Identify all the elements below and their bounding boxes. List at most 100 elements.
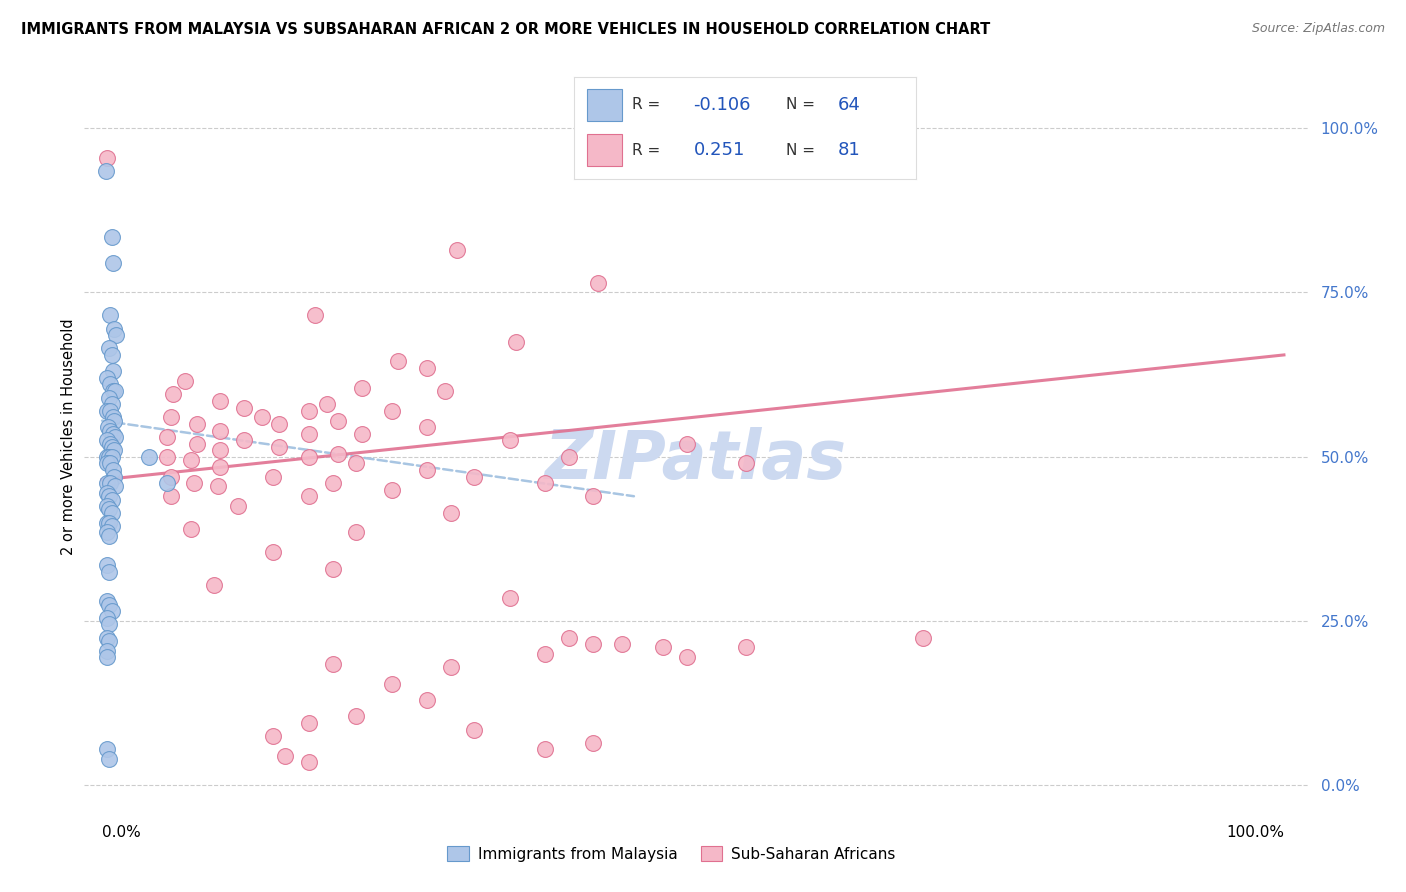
Point	[159, 469, 181, 483]
Point	[96, 456, 118, 470]
Point	[381, 676, 404, 690]
Point	[610, 637, 633, 651]
Point	[103, 469, 125, 483]
Point	[232, 401, 254, 415]
Point	[262, 469, 284, 483]
Point	[100, 506, 122, 520]
Point	[735, 456, 758, 470]
Point	[96, 650, 118, 665]
Point	[499, 591, 522, 606]
Point	[352, 381, 374, 395]
Point	[274, 748, 297, 763]
Point	[96, 434, 118, 448]
Point	[298, 426, 321, 441]
Point	[180, 522, 202, 536]
Point	[269, 440, 291, 454]
Point	[298, 450, 321, 464]
Point	[463, 723, 485, 737]
Point	[104, 479, 127, 493]
Point	[173, 374, 195, 388]
Point	[96, 404, 118, 418]
Point	[103, 443, 125, 458]
Point	[581, 489, 603, 503]
Point	[98, 529, 121, 543]
Point	[186, 417, 208, 431]
Point	[298, 404, 321, 418]
Point	[96, 450, 118, 464]
Point	[416, 693, 439, 707]
Point	[269, 417, 291, 431]
Point	[381, 404, 404, 418]
Point	[98, 391, 121, 405]
Point	[262, 729, 284, 743]
Point	[209, 424, 232, 438]
Point	[558, 631, 581, 645]
Point	[98, 456, 121, 470]
Point	[328, 414, 350, 428]
Point	[98, 404, 121, 418]
Point	[499, 434, 522, 448]
Point	[298, 716, 321, 731]
Point	[735, 640, 758, 655]
Point	[96, 151, 118, 165]
Point	[97, 420, 120, 434]
Text: Source: ZipAtlas.com: Source: ZipAtlas.com	[1251, 22, 1385, 36]
Point	[101, 364, 124, 378]
Text: IMMIGRANTS FROM MALAYSIA VS SUBSAHARAN AFRICAN 2 OR MORE VEHICLES IN HOUSEHOLD C: IMMIGRANTS FROM MALAYSIA VS SUBSAHARAN A…	[21, 22, 990, 37]
Point	[207, 479, 229, 493]
Point	[96, 516, 118, 530]
Text: 100.0%: 100.0%	[1226, 825, 1284, 840]
Point	[315, 397, 337, 411]
Point	[105, 328, 128, 343]
Point	[183, 476, 205, 491]
Point	[100, 604, 122, 618]
Point	[588, 276, 610, 290]
Point	[581, 637, 603, 651]
Point	[98, 633, 121, 648]
Point	[98, 342, 121, 356]
Point	[344, 525, 367, 540]
Point	[156, 450, 179, 464]
Legend: Immigrants from Malaysia, Sub-Saharan Africans: Immigrants from Malaysia, Sub-Saharan Af…	[441, 839, 901, 868]
Point	[96, 631, 118, 645]
Point	[912, 631, 935, 645]
Point	[209, 393, 232, 408]
Text: 0.0%: 0.0%	[103, 825, 141, 840]
Point	[352, 426, 374, 441]
Point	[344, 456, 367, 470]
Point	[440, 660, 463, 674]
Point	[101, 426, 124, 441]
Point	[652, 640, 675, 655]
Point	[100, 397, 122, 411]
Point	[344, 709, 367, 723]
Point	[100, 450, 122, 464]
Point	[463, 469, 485, 483]
Point	[232, 434, 254, 448]
Point	[98, 502, 121, 516]
Point	[298, 489, 321, 503]
Point	[180, 453, 202, 467]
Point	[98, 424, 121, 438]
Point	[322, 476, 344, 491]
Point	[304, 309, 326, 323]
Point	[98, 476, 121, 491]
Point	[98, 450, 121, 464]
Point	[534, 476, 557, 491]
Point	[800, 157, 823, 171]
Point	[101, 256, 124, 270]
Point	[100, 492, 122, 507]
Point	[103, 321, 125, 335]
Point	[96, 525, 118, 540]
Point	[322, 561, 344, 575]
Point	[96, 371, 118, 385]
Point	[100, 440, 122, 454]
Point	[98, 598, 121, 612]
Point	[298, 756, 321, 770]
Point	[676, 650, 699, 665]
Point	[209, 459, 232, 474]
Point	[98, 516, 121, 530]
Point	[262, 545, 284, 559]
Point	[322, 657, 344, 671]
Point	[416, 361, 439, 376]
Point	[534, 742, 557, 756]
